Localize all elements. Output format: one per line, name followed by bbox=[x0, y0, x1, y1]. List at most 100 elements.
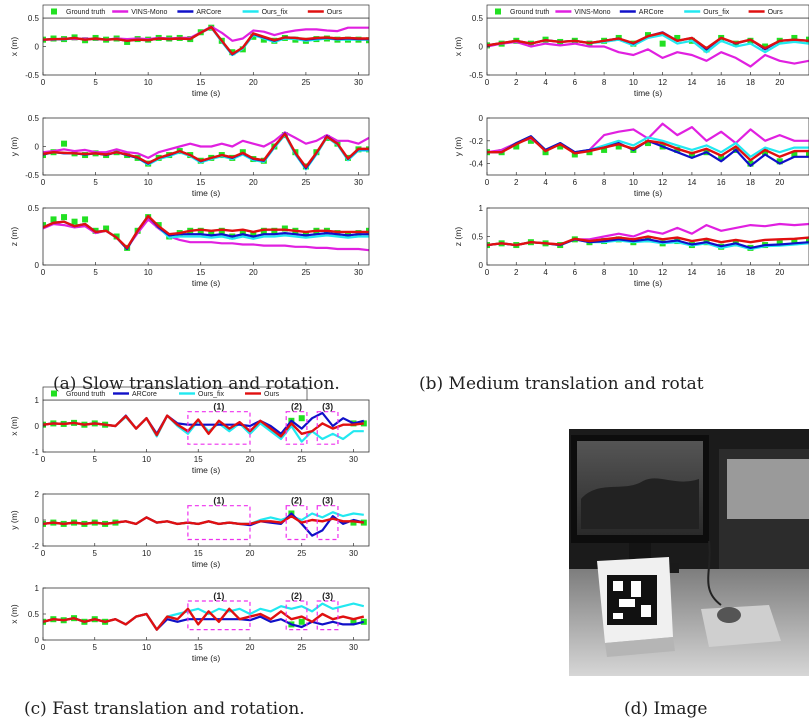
ground-truth-marker bbox=[302, 231, 309, 238]
x-tick-label: 20 bbox=[775, 78, 784, 87]
annotation-label: (1) bbox=[213, 591, 224, 601]
x-axis-label: time (s) bbox=[192, 653, 221, 663]
legend-label: VINS-Mono bbox=[574, 9, 610, 16]
x-tick-label: 12 bbox=[658, 78, 667, 87]
x-axis-label: time (s) bbox=[634, 88, 663, 98]
series-group bbox=[43, 510, 367, 537]
annotation-label: (2) bbox=[291, 591, 302, 601]
legend: Ground truth ARCore Ours_fix Ours bbox=[42, 386, 308, 401]
legend-label: ARCore bbox=[639, 9, 664, 16]
caption-b: (b) Medium translation and rotat bbox=[419, 374, 704, 394]
x-tick-label: 0 bbox=[41, 78, 46, 87]
x-tick-label: 14 bbox=[687, 178, 696, 187]
x-tick-label: 10 bbox=[629, 78, 638, 87]
screen-content bbox=[581, 478, 699, 529]
y-tick-label: 0 bbox=[35, 261, 40, 270]
ground-truth-marker bbox=[360, 519, 367, 526]
legend-box bbox=[486, 4, 809, 19]
y-tick-label: 0 bbox=[479, 43, 484, 52]
x-tick-label: 12 bbox=[658, 178, 667, 187]
subplot-a-2: 0 5 10 15 20 25 30 0 0.5 time (s) z (m) bbox=[9, 204, 370, 288]
x-tick-label: 30 bbox=[354, 268, 363, 277]
legend-marker-gt bbox=[51, 390, 57, 397]
x-tick-label: 0 bbox=[41, 178, 46, 187]
x-tick-label: 25 bbox=[297, 549, 306, 558]
x-tick-label: 5 bbox=[93, 549, 98, 558]
ground-truth-marker bbox=[762, 43, 769, 50]
series-group bbox=[43, 214, 369, 252]
x-tick-label: 4 bbox=[543, 178, 548, 187]
aruco-cell bbox=[631, 581, 641, 597]
ground-truth-marker bbox=[250, 232, 257, 239]
x-tick-label: 15 bbox=[196, 178, 205, 187]
x-tick-label: 10 bbox=[144, 78, 153, 87]
x-tick-label: 20 bbox=[246, 549, 255, 558]
x-tick-label: 18 bbox=[746, 78, 755, 87]
aruco-cell bbox=[619, 599, 635, 607]
x-tick-label: 10 bbox=[629, 268, 638, 277]
series-line-ours bbox=[43, 132, 369, 169]
x-tick-label: 10 bbox=[142, 455, 151, 464]
cable bbox=[707, 540, 722, 606]
legend-label: Ours bbox=[327, 9, 343, 16]
annotation-box bbox=[187, 411, 251, 445]
x-tick-label: 20 bbox=[775, 178, 784, 187]
x-tick-label: 25 bbox=[297, 643, 306, 652]
y-tick-label: -0.5 bbox=[25, 171, 39, 180]
x-tick-label: 0 bbox=[485, 178, 490, 187]
legend-label: Ours_fix bbox=[198, 391, 225, 398]
legend-label: Ours bbox=[768, 9, 784, 16]
x-tick-label: 15 bbox=[194, 549, 203, 558]
annotation-label: (3) bbox=[322, 591, 333, 601]
x-tick-label: 25 bbox=[301, 178, 310, 187]
annotation-box bbox=[316, 505, 339, 541]
y-axis-label: z (m) bbox=[9, 227, 19, 247]
x-tick-label: 16 bbox=[717, 78, 726, 87]
series-line-ours bbox=[487, 136, 809, 162]
ground-truth-marker bbox=[762, 149, 769, 156]
photo-drawing bbox=[569, 429, 809, 676]
caption-a: (a) Slow translation and rotation. bbox=[53, 374, 340, 394]
ground-truth-marker bbox=[806, 238, 809, 245]
x-tick-label: 2 bbox=[514, 268, 519, 277]
subplot-c-2: (1) (2) (3) 0 5 10 15 20 25 30 0 0.5 1 time (s) x (m) bbox=[9, 584, 370, 663]
y-tick-label: 1 bbox=[35, 584, 40, 593]
legend-label: Ground truth bbox=[66, 391, 105, 398]
ground-truth-marker bbox=[61, 214, 68, 221]
y-tick-label: -1 bbox=[32, 448, 40, 457]
x-axis-label: time (s) bbox=[192, 465, 221, 475]
series-group bbox=[43, 24, 369, 57]
ground-truth-marker bbox=[791, 34, 798, 41]
marker-box-side bbox=[605, 637, 675, 657]
x-tick-label: 18 bbox=[746, 178, 755, 187]
ground-truth-marker bbox=[674, 34, 681, 41]
ground-truth-marker bbox=[298, 415, 305, 422]
x-tick-label: 5 bbox=[93, 455, 98, 464]
annotation-box bbox=[316, 411, 339, 445]
ground-truth-marker bbox=[71, 218, 78, 225]
legend: Ground truth VINS-Mono ARCore Ours_fix Ours bbox=[42, 4, 370, 19]
legend-box bbox=[42, 4, 370, 19]
annotation-box bbox=[316, 600, 339, 631]
x-tick-label: 4 bbox=[543, 268, 548, 277]
plot-area bbox=[487, 118, 809, 175]
ground-truth-marker bbox=[298, 618, 305, 625]
ground-truth-marker bbox=[557, 143, 564, 150]
computer-mouse bbox=[717, 607, 741, 623]
y-axis-label: y (m) bbox=[9, 510, 19, 530]
series-line-ours bbox=[43, 414, 364, 438]
x-tick-label: 14 bbox=[687, 78, 696, 87]
y-tick-label: 0.5 bbox=[28, 14, 40, 23]
y-tick-label: -0.4 bbox=[469, 160, 483, 169]
y-tick-label: 0 bbox=[35, 636, 40, 645]
x-tick-label: 0 bbox=[485, 78, 490, 87]
series-group bbox=[43, 131, 369, 171]
caption-d: (d) Image bbox=[624, 699, 708, 719]
annotation-box bbox=[187, 600, 251, 631]
